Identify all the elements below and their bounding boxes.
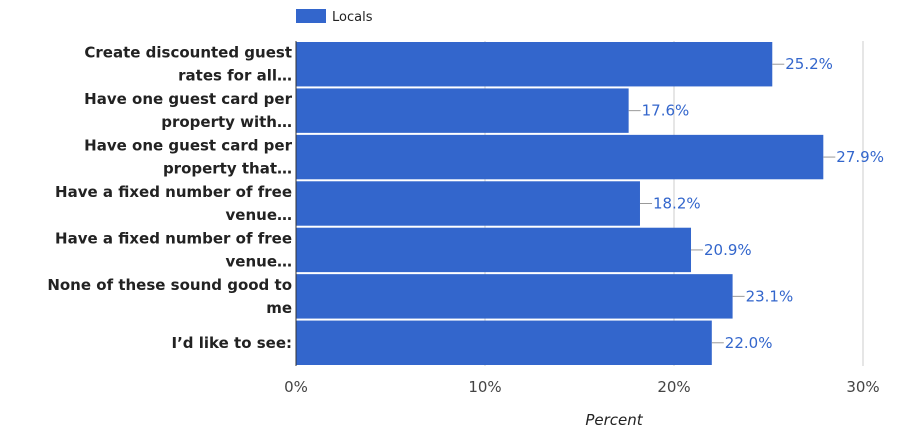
legend-swatch-locals [296, 9, 326, 23]
category-label: Have a fixed number of free venue… [55, 229, 292, 270]
x-tick-label: 30% [846, 378, 879, 396]
data-label: 25.2% [785, 55, 833, 73]
bar [296, 227, 692, 273]
category-label-line: Have one guest card per [84, 90, 292, 108]
data-label: 20.9% [704, 241, 752, 259]
category-label-line: Have a fixed number of free [55, 183, 292, 201]
bars [296, 42, 824, 365]
data-label: 23.1% [746, 287, 794, 305]
category-label-line: None of these sound good to [47, 276, 292, 294]
category-label-line: venue… [226, 252, 292, 270]
data-labels: 25.2% 17.6% 27.9% 18.2% 20.9% 23.1% 22.0% [628, 55, 884, 352]
category-label-line: Create discounted guest [84, 44, 292, 62]
category-label-line: property with… [161, 113, 292, 131]
category-label-line: Have a fixed number of free [55, 229, 292, 247]
legend-label-locals: Locals [332, 10, 373, 25]
category-label-line: rates for all… [178, 67, 292, 85]
data-label: 22.0% [725, 334, 773, 352]
category-label-line: Have one guest card per [84, 137, 292, 155]
data-label: 27.9% [836, 148, 884, 166]
bar [296, 42, 773, 87]
category-label: Have a fixed number of free venue… [55, 183, 292, 224]
bar [296, 320, 712, 365]
bar [296, 88, 629, 133]
category-label-line: venue… [226, 206, 292, 224]
legend: Locals [296, 9, 373, 25]
category-label: Have one guest card per property that… [84, 137, 292, 178]
x-tick-label: 0% [284, 378, 308, 396]
bar [296, 134, 824, 180]
x-axis-title: Percent [585, 411, 643, 429]
category-label-line: I’d like to see: [172, 334, 292, 352]
bar [296, 181, 640, 226]
data-label: 18.2% [653, 195, 701, 213]
bar [296, 274, 733, 319]
category-labels: Create discounted guest rates for all… Hav… [47, 44, 292, 352]
category-label: Have one guest card per property with… [84, 90, 292, 131]
category-label: None of these sound good to me [47, 276, 292, 317]
x-tick-label: 20% [657, 378, 690, 396]
category-label-line: property that… [163, 160, 292, 178]
category-label: I’d like to see: [172, 334, 292, 352]
category-label-line: me [266, 299, 292, 317]
data-label: 17.6% [642, 102, 690, 120]
x-tick-label: 10% [468, 378, 501, 396]
x-axis-ticks: 0% 10% 20% 30% [284, 378, 880, 396]
category-label: Create discounted guest rates for all… [84, 44, 292, 85]
